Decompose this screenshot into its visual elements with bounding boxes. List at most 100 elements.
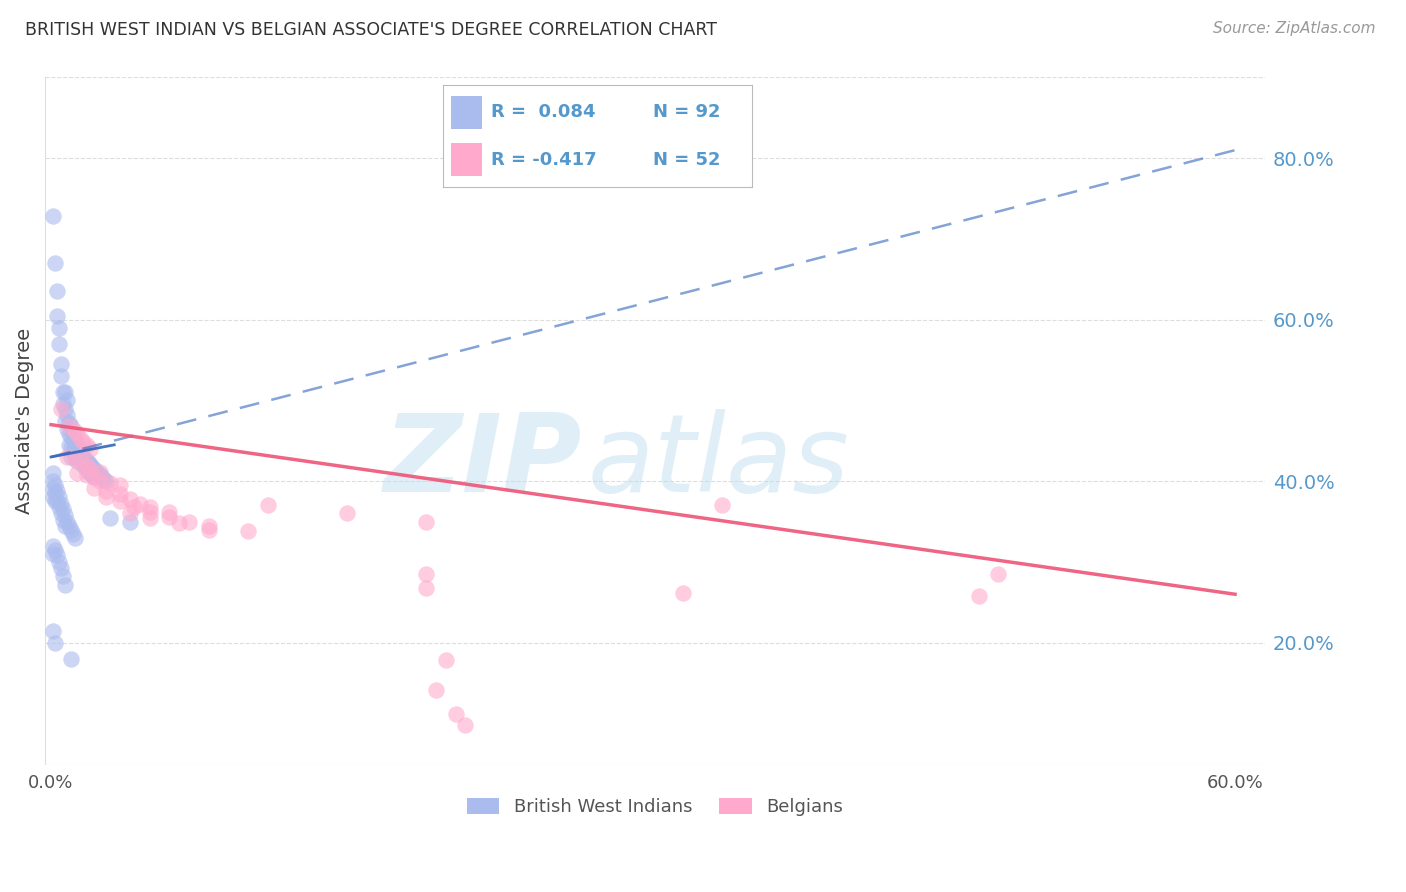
Text: R = -0.417: R = -0.417 [491,151,596,169]
Point [48,491,70,505]
Point [73,459,96,474]
Point [56,408,79,422]
Point [444,706,467,721]
Point [79,442,101,456]
Point [425,682,447,697]
Point [52,385,75,400]
Point [59,450,82,464]
Point [44,478,66,492]
Point [67,442,90,456]
Point [46,483,69,498]
Point [108,478,131,492]
Point [62,443,84,458]
Point [53,519,76,533]
Point [44,256,66,270]
Text: atlas: atlas [588,409,849,515]
Point [42,491,65,505]
Point [96,483,118,498]
Point [62,526,84,541]
Point [52,569,75,583]
Point [415,515,437,529]
Point [415,567,437,582]
Point [138,500,160,514]
Point [42,547,65,561]
Point [42,474,65,488]
Point [56,422,79,436]
Bar [450,144,481,176]
Point [56,393,79,408]
Point [128,497,150,511]
Point [58,518,80,533]
Point [48,555,70,569]
Point [93,473,115,487]
Point [53,577,76,591]
Point [49,507,72,521]
Point [77,457,100,471]
Point [66,427,89,442]
Point [83,470,105,484]
Point [63,451,86,466]
Point [44,486,66,500]
Point [67,450,90,464]
Point [63,442,86,456]
Point [49,561,72,575]
Point [159,509,181,524]
Point [83,462,105,476]
Point [63,424,86,438]
Point [987,567,1010,582]
Point [198,523,221,537]
Point [63,450,86,464]
Point [98,510,121,524]
Point [52,513,75,527]
Point [69,454,91,468]
Point [86,465,108,479]
Point [82,467,104,482]
Point [76,458,98,472]
Point [42,624,65,638]
Point [83,470,105,484]
Point [159,505,181,519]
Point [336,507,359,521]
Point [58,427,80,442]
Point [76,462,98,476]
Point [66,466,89,480]
Text: ZIP: ZIP [384,409,582,515]
Point [76,438,98,452]
Point [73,451,96,466]
Point [69,454,91,468]
Point [58,419,80,434]
Point [63,434,86,448]
Point [711,499,734,513]
Point [49,357,72,371]
Point [42,483,65,497]
Point [56,515,79,529]
Point [59,523,82,537]
Point [118,491,141,506]
Point [108,494,131,508]
Point [238,524,260,539]
Point [671,585,693,599]
Point [58,438,80,452]
Point [434,653,457,667]
Point [108,487,131,501]
Point [415,581,437,595]
Point [59,419,82,434]
Point [87,466,110,480]
Point [46,285,69,299]
Point [49,369,72,384]
Y-axis label: Associate's Degree: Associate's Degree [15,327,34,514]
Point [79,462,101,476]
Text: N = 92: N = 92 [654,103,721,121]
Point [49,497,72,511]
Point [66,438,89,452]
Point [79,466,101,480]
Point [179,515,201,529]
Point [42,466,65,480]
Point [52,502,75,516]
Point [46,494,69,508]
Bar [450,96,481,128]
Point [48,337,70,351]
Point [53,385,76,400]
Point [56,450,79,464]
Point [198,518,221,533]
